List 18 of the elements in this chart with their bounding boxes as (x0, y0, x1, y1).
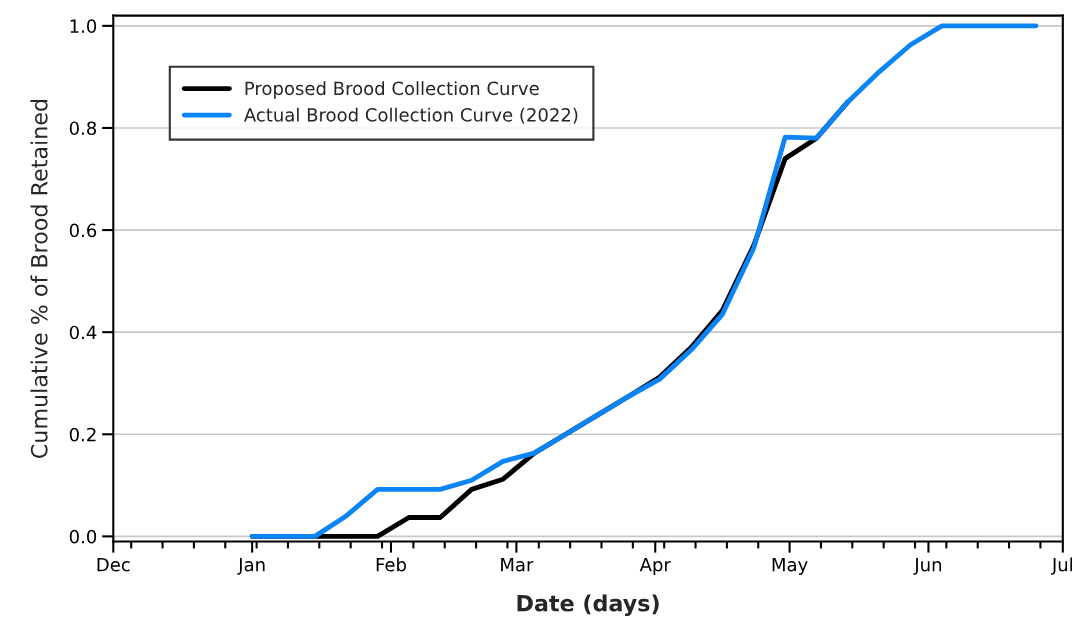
y-tick-label: 0.6 (69, 223, 97, 238)
y-tick-label: 0.2 (69, 427, 96, 442)
y-tick-label: 1.0 (70, 19, 97, 33)
x-tick-label: Feb (376, 557, 406, 572)
x-tick-label: Jun (913, 558, 942, 575)
x-tick-label: Jul (1050, 557, 1073, 575)
y-tick-label: 0.4 (69, 325, 97, 340)
x-tick-label: Dec (97, 558, 130, 572)
x-tick-label: Apr (639, 558, 671, 575)
legend-label: Actual Brood Collection Curve (2022) (243, 107, 578, 124)
legend-label: Proposed Brood Collection Curve (245, 81, 539, 99)
x-tick-label: Mar (501, 558, 534, 572)
x-axis-title: Date (days) (517, 594, 659, 617)
x-tick-label: May (772, 558, 808, 575)
x-tick-label: Jan (237, 558, 265, 575)
y-tick-label: 0.8 (69, 121, 97, 136)
y-axis-title: Cumulative % of Brood Retained (30, 99, 48, 458)
y-tick-label: 0.0 (69, 529, 97, 544)
